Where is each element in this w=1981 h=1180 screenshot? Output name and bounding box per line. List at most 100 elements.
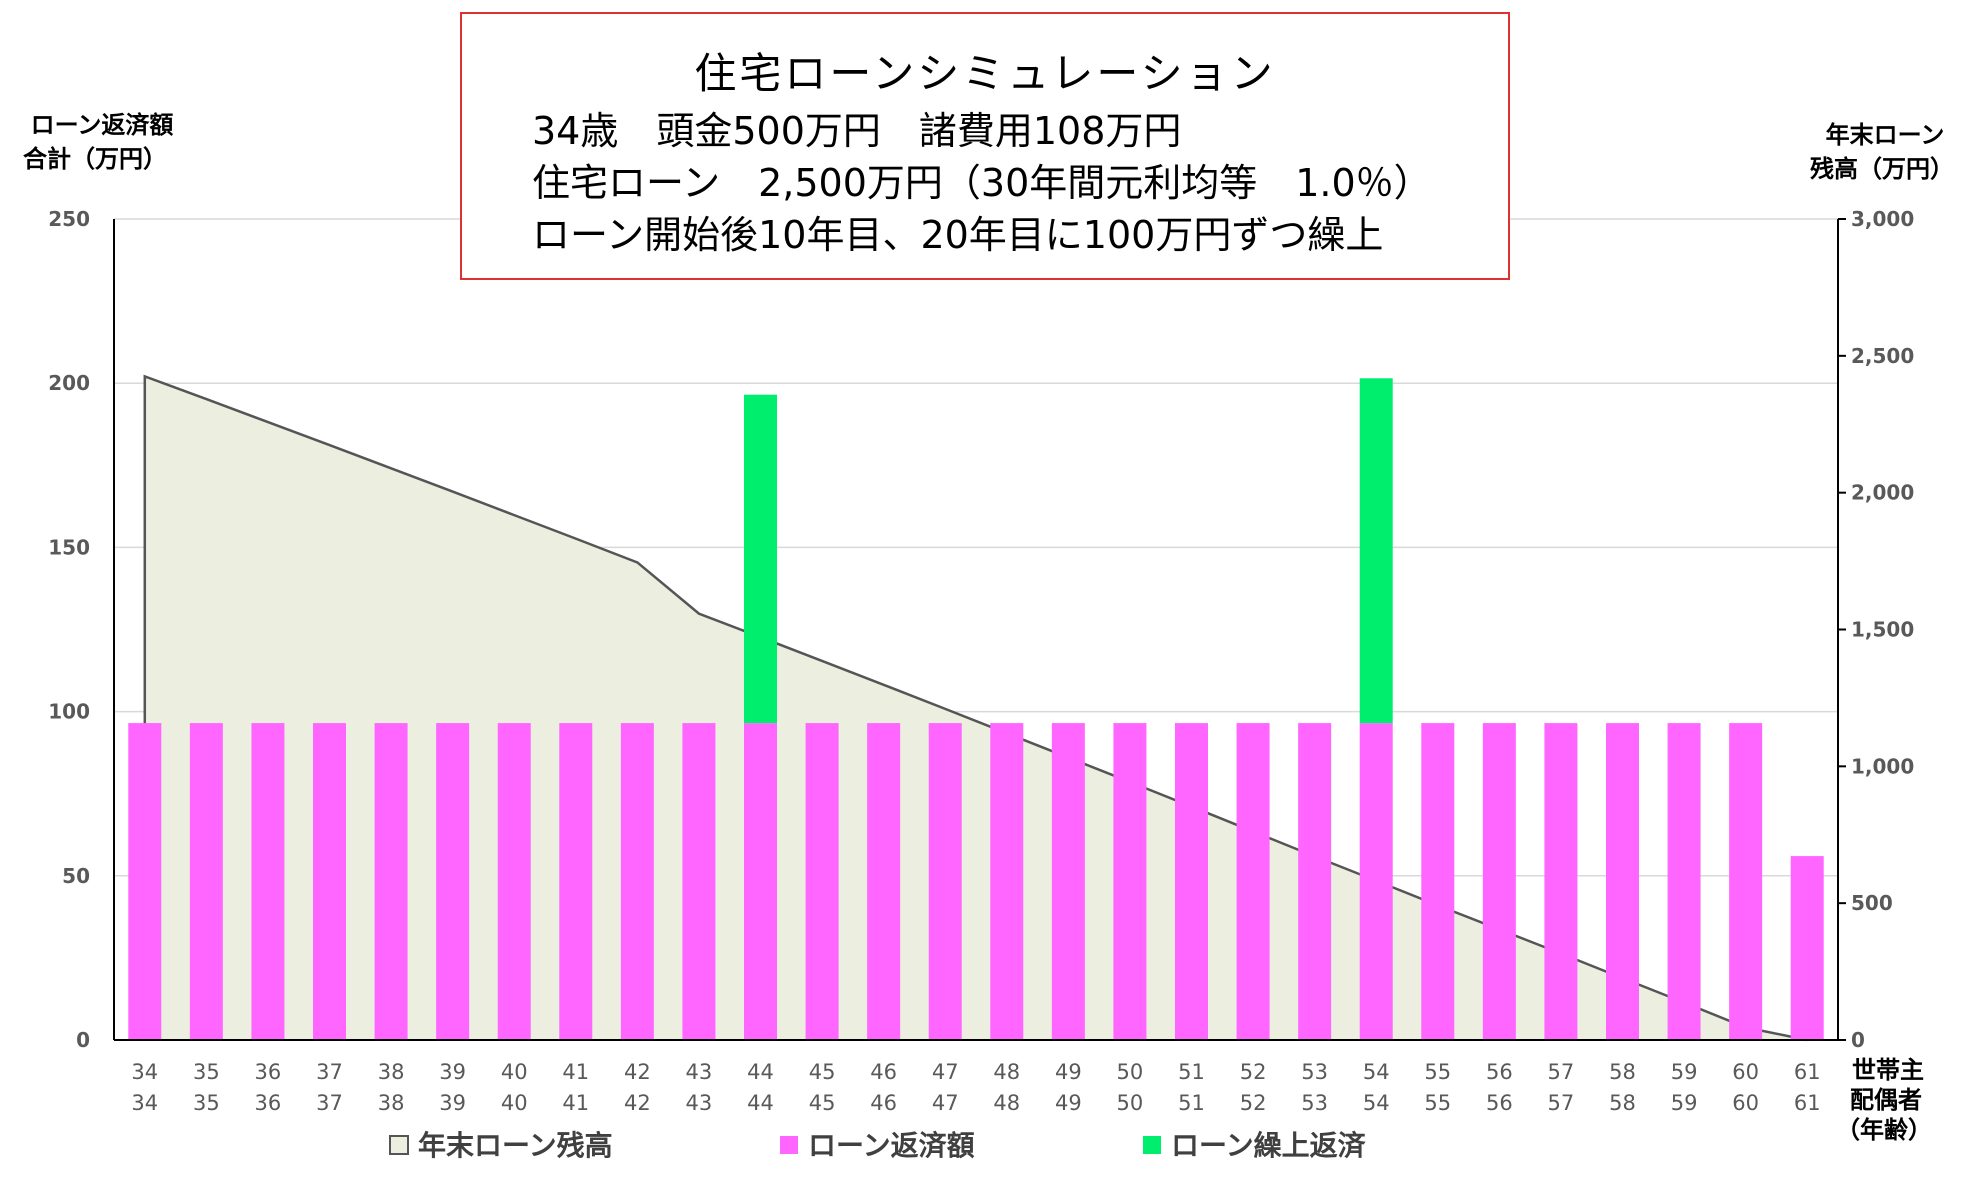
subtitle-line-3: ローン開始後10年目、20年目に100万円ずつ繰上: [532, 213, 1384, 257]
right-tick-label: 2,000: [1851, 481, 1914, 505]
x-tick-head-age: 43: [686, 1060, 713, 1084]
x-tick-head-age: 41: [562, 1060, 589, 1084]
x-tick-head-age: 57: [1548, 1060, 1575, 1084]
x-tick-spouse-age: 60: [1732, 1091, 1759, 1115]
x-tick-head-age: 46: [870, 1060, 897, 1084]
x-tick-spouse-age: 41: [562, 1091, 589, 1115]
repayment-bar: [1729, 723, 1763, 1040]
x-row-label-age: （年齢）: [1836, 1116, 1932, 1144]
x-tick-spouse-age: 55: [1424, 1091, 1451, 1115]
x-tick-head-age: 34: [131, 1060, 158, 1084]
repayment-bar: [1298, 723, 1332, 1040]
x-tick-head-age: 45: [809, 1060, 836, 1084]
repayment-bar: [1051, 723, 1085, 1040]
x-tick-head-age: 42: [624, 1060, 651, 1084]
left-axis-title-line2: 合計（万円）: [23, 145, 167, 173]
repayment-bar: [682, 723, 716, 1040]
x-tick-head-age: 56: [1486, 1060, 1513, 1084]
bars-group: [128, 378, 1824, 1040]
x-tick-head-age: 54: [1363, 1060, 1390, 1084]
repayment-bar: [559, 723, 593, 1040]
x-tick-spouse-age: 53: [1301, 1091, 1328, 1115]
x-tick-spouse-age: 61: [1794, 1091, 1821, 1115]
x-tick-head-age: 50: [1117, 1060, 1144, 1084]
left-tick-label: 0: [76, 1028, 90, 1052]
right-tick-label: 0: [1851, 1028, 1865, 1052]
repayment-bar: [928, 723, 962, 1040]
x-tick-head-age: 35: [193, 1060, 220, 1084]
x-tick-spouse-age: 34: [131, 1091, 158, 1115]
repayment-bar: [374, 723, 408, 1040]
x-tick-head-age: 60: [1732, 1060, 1759, 1084]
repayment-bar: [1482, 723, 1516, 1040]
subtitle-line-1: 34歳 頭金500万円 諸費用108万円: [532, 109, 1182, 153]
x-tick-head-age: 40: [501, 1060, 528, 1084]
repayment-bar: [990, 723, 1024, 1040]
legend-label-repay: ローン返済額: [808, 1129, 975, 1162]
right-axis-title-line2: 残高（万円）: [1810, 155, 1954, 183]
subtitle-line-2: 住宅ローン 2,500万円（30年間元利均等 1.0％）: [532, 161, 1432, 205]
right-tick-label: 3,000: [1851, 207, 1914, 231]
x-tick-head-age: 39: [439, 1060, 466, 1084]
repayment-bar: [1175, 723, 1208, 1040]
x-tick-spouse-age: 49: [1055, 1091, 1082, 1115]
x-tick-spouse-age: 58: [1609, 1091, 1636, 1115]
x-tick-head-age: 55: [1424, 1060, 1451, 1084]
x-tick-spouse-age: 45: [809, 1091, 836, 1115]
right-tick-label: 500: [1851, 891, 1893, 915]
x-tick-spouse-age: 40: [501, 1091, 528, 1115]
x-tick-head-age: 38: [378, 1060, 405, 1084]
x-row-label-head: 世帯主: [1852, 1056, 1924, 1084]
x-tick-spouse-age: 37: [316, 1091, 343, 1115]
legend-swatch-repay: [780, 1136, 798, 1154]
repayment-bar: [867, 723, 901, 1040]
title-box: 住宅ローンシミュレーション 34歳 頭金500万円 諸費用108万円 住宅ローン…: [460, 12, 1510, 280]
repayment-bar: [1421, 723, 1455, 1040]
balance-line: [143, 374, 1808, 1042]
x-tick-spouse-age: 39: [439, 1091, 466, 1115]
repayment-bar: [1544, 723, 1578, 1040]
prepayment-bar: [744, 394, 777, 724]
repayment-bar: [189, 723, 223, 1040]
right-tick-label: 1,500: [1851, 618, 1914, 642]
x-tick-head-age: 49: [1055, 1060, 1082, 1084]
repayment-bar: [128, 723, 162, 1040]
left-axis-title-line1: ローン返済額: [31, 111, 174, 139]
repayment-bar: [436, 723, 470, 1040]
x-tick-spouse-age: 38: [378, 1091, 405, 1115]
legend-label-balance: 年末ローン残高: [418, 1129, 613, 1162]
x-tick-head-age: 48: [993, 1060, 1020, 1084]
prepayment-bar: [1359, 378, 1393, 724]
x-tick-spouse-age: 35: [193, 1091, 220, 1115]
x-tick-head-age: 44: [747, 1060, 774, 1084]
x-tick-spouse-age: 56: [1486, 1091, 1513, 1115]
x-tick-head-age: 47: [932, 1060, 959, 1084]
x-tick-spouse-age: 36: [255, 1091, 282, 1115]
repayment-bar: [744, 723, 777, 1040]
legend-swatch-prepay: [1143, 1136, 1161, 1154]
x-tick-head-age: 58: [1609, 1060, 1636, 1084]
x-tick-spouse-age: 47: [932, 1091, 959, 1115]
x-tick-head-age: 36: [255, 1060, 282, 1084]
legend: 年末ローン残高 ローン返済額 ローン繰上返済: [389, 1129, 1367, 1162]
x-tick-spouse-age: 48: [993, 1091, 1020, 1115]
x-tick-spouse-age: 42: [624, 1091, 651, 1115]
repayment-bar: [497, 723, 531, 1040]
left-axis-ticks: 0 50 100 150 200 250: [48, 207, 90, 1052]
repayment-bar: [313, 723, 346, 1040]
repayment-bar: [620, 723, 654, 1040]
repayment-bar: [1113, 723, 1147, 1040]
x-tick-head-age: 61: [1794, 1060, 1821, 1084]
x-tick-spouse-age: 44: [747, 1091, 774, 1115]
left-tick-label: 150: [48, 535, 90, 559]
x-tick-spouse-age: 57: [1548, 1091, 1575, 1115]
x-tick-spouse-age: 51: [1178, 1091, 1205, 1115]
x-tick-head-age: 37: [316, 1060, 343, 1084]
right-axis-title-line1: 年末ローン: [1826, 121, 1945, 149]
x-tick-head-age: 52: [1240, 1060, 1267, 1084]
repayment-bar: [805, 723, 839, 1040]
repayment-bar: [1606, 723, 1639, 1040]
x-tick-spouse-age: 46: [870, 1091, 897, 1115]
x-tick-spouse-age: 52: [1240, 1091, 1267, 1115]
left-tick-label: 100: [48, 700, 90, 724]
